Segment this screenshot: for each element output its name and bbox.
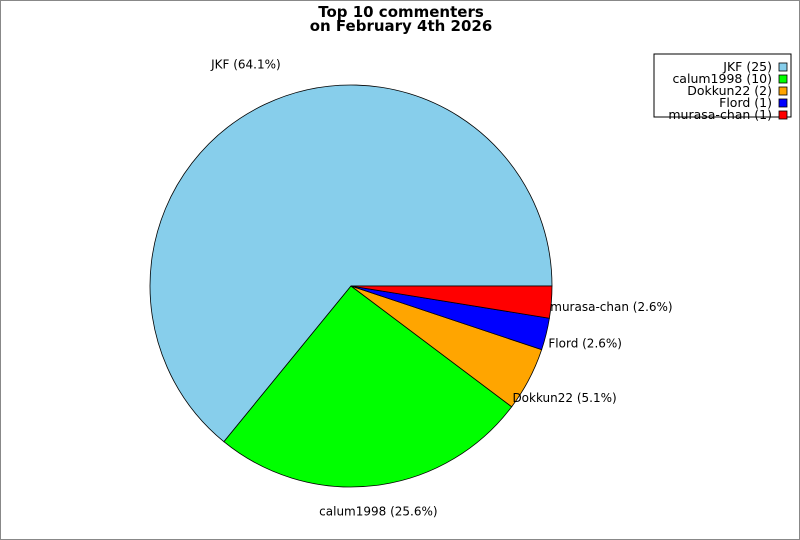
slice-label-flord: Flord (2.6%)	[548, 337, 622, 351]
slice-label-murasa-chan: murasa-chan (2.6%)	[550, 300, 672, 314]
legend-swatch-flord	[778, 98, 788, 108]
pie-slice-murasa-chan	[350, 285, 553, 319]
pie-slice-calum1998	[223, 285, 513, 488]
slice-label-dokkun22: Dokkun22 (5.1%)	[512, 391, 616, 405]
legend-swatch-calum1998	[778, 74, 788, 84]
legend-label-murasa-chan: murasa-chan (1)	[668, 107, 772, 122]
legend-label-jkf: JKF (25)	[722, 59, 772, 74]
chart-title-line-2: on February 4th 2026	[310, 17, 493, 35]
legend-swatch-dokkun22	[778, 86, 788, 96]
legend-box	[653, 53, 792, 118]
legend-label-flord: Flord (1)	[719, 95, 772, 110]
slice-label-jkf: JKF (64.1%)	[210, 57, 281, 71]
legend-label-dokkun22: Dokkun22 (2)	[687, 83, 772, 98]
legend-swatch-murasa-chan	[778, 110, 788, 120]
legend-swatch-jkf	[778, 62, 788, 72]
slice-label-calum1998: calum1998 (25.6%)	[319, 504, 437, 518]
chart-title-line-1: Top 10 commenters	[318, 3, 484, 21]
legend-label-calum1998: calum1998 (10)	[672, 71, 772, 86]
pie-slice-jkf	[149, 84, 553, 443]
